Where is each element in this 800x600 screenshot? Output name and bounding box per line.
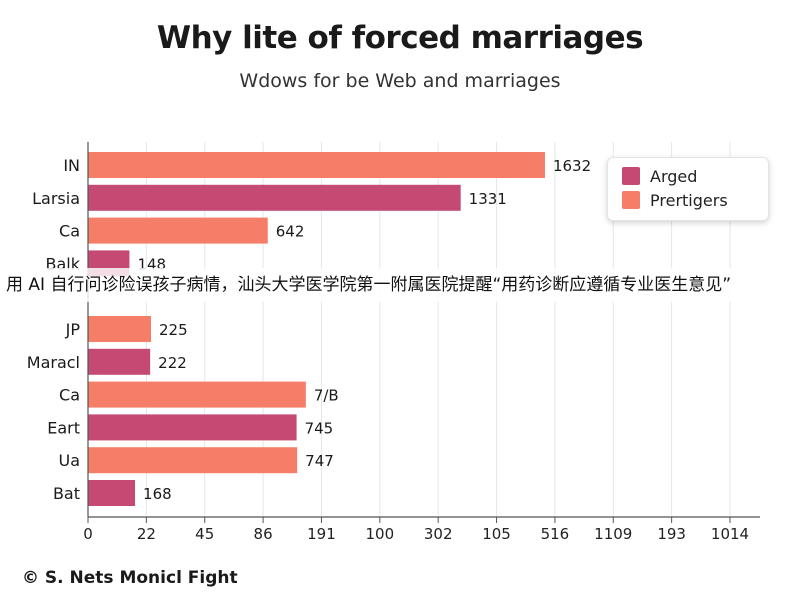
bar xyxy=(88,348,151,375)
chart-title: Why lite of forced marriages xyxy=(156,20,644,56)
x-tick-label: 86 xyxy=(254,525,273,543)
category-label: Eart xyxy=(47,418,80,437)
x-tick-label: 191 xyxy=(307,525,336,543)
x-tick-label: 100 xyxy=(365,525,394,543)
category-label: Maracl xyxy=(27,353,80,372)
value-label: 642 xyxy=(276,223,305,241)
category-label: JP xyxy=(65,320,81,339)
x-tick-label: 302 xyxy=(424,525,453,543)
x-tick-label: 0 xyxy=(83,525,93,543)
x-axis: 0 22 45 86 191 100 302 105 516 1109 193 1014 xyxy=(83,142,760,543)
x-tick-label: 1109 xyxy=(594,525,632,543)
category-label: Bat xyxy=(53,484,80,503)
overlay-news-banner: 用 AI 自行问诊险误孩子病情，汕头大学医学院第一附属医院提醒“用药诊断应遵循专… xyxy=(0,268,800,302)
category-label: Ua xyxy=(58,451,80,470)
category-label: IN xyxy=(63,156,80,175)
bar xyxy=(88,480,136,506)
value-label: 225 xyxy=(159,321,188,339)
bar xyxy=(88,184,461,211)
x-tick-label: 193 xyxy=(657,525,686,543)
legend-swatch-prertigers xyxy=(622,191,640,209)
x-tick-label: 105 xyxy=(482,525,511,543)
category-label: Larsia xyxy=(32,189,80,208)
value-label: 7/B xyxy=(314,387,339,405)
chart-subtitle: Wdows for be Web and marriages xyxy=(239,70,561,92)
bar xyxy=(88,414,297,441)
value-label: 745 xyxy=(305,419,334,437)
category-label: Ca xyxy=(59,386,80,405)
value-label: 222 xyxy=(158,354,187,372)
bar xyxy=(88,152,545,178)
x-tick-label: 22 xyxy=(137,525,156,543)
legend-label-prertigers: Prertigers xyxy=(650,190,728,210)
x-tick-label: 1014 xyxy=(711,525,749,543)
category-label: Ca xyxy=(59,222,80,241)
value-label: 747 xyxy=(305,452,334,470)
chart-footer: © S. Nets Monicl Fight xyxy=(22,568,238,588)
value-label: 168 xyxy=(143,485,172,503)
value-label: 1331 xyxy=(469,190,507,208)
bar xyxy=(88,381,306,408)
x-tick-label: 45 xyxy=(195,525,214,543)
bar xyxy=(88,217,268,244)
legend-entry-arged: Arged xyxy=(622,166,697,186)
bar xyxy=(88,316,151,342)
bar xyxy=(88,447,298,474)
chart-legend: Arged Prertigers xyxy=(607,157,769,221)
x-tick-label: 516 xyxy=(541,525,570,543)
legend-swatch-arged xyxy=(622,167,640,185)
value-label: 1632 xyxy=(553,157,591,175)
legend-entry-prertigers: Prertigers xyxy=(622,190,728,210)
legend-label-arged: Arged xyxy=(650,166,698,186)
